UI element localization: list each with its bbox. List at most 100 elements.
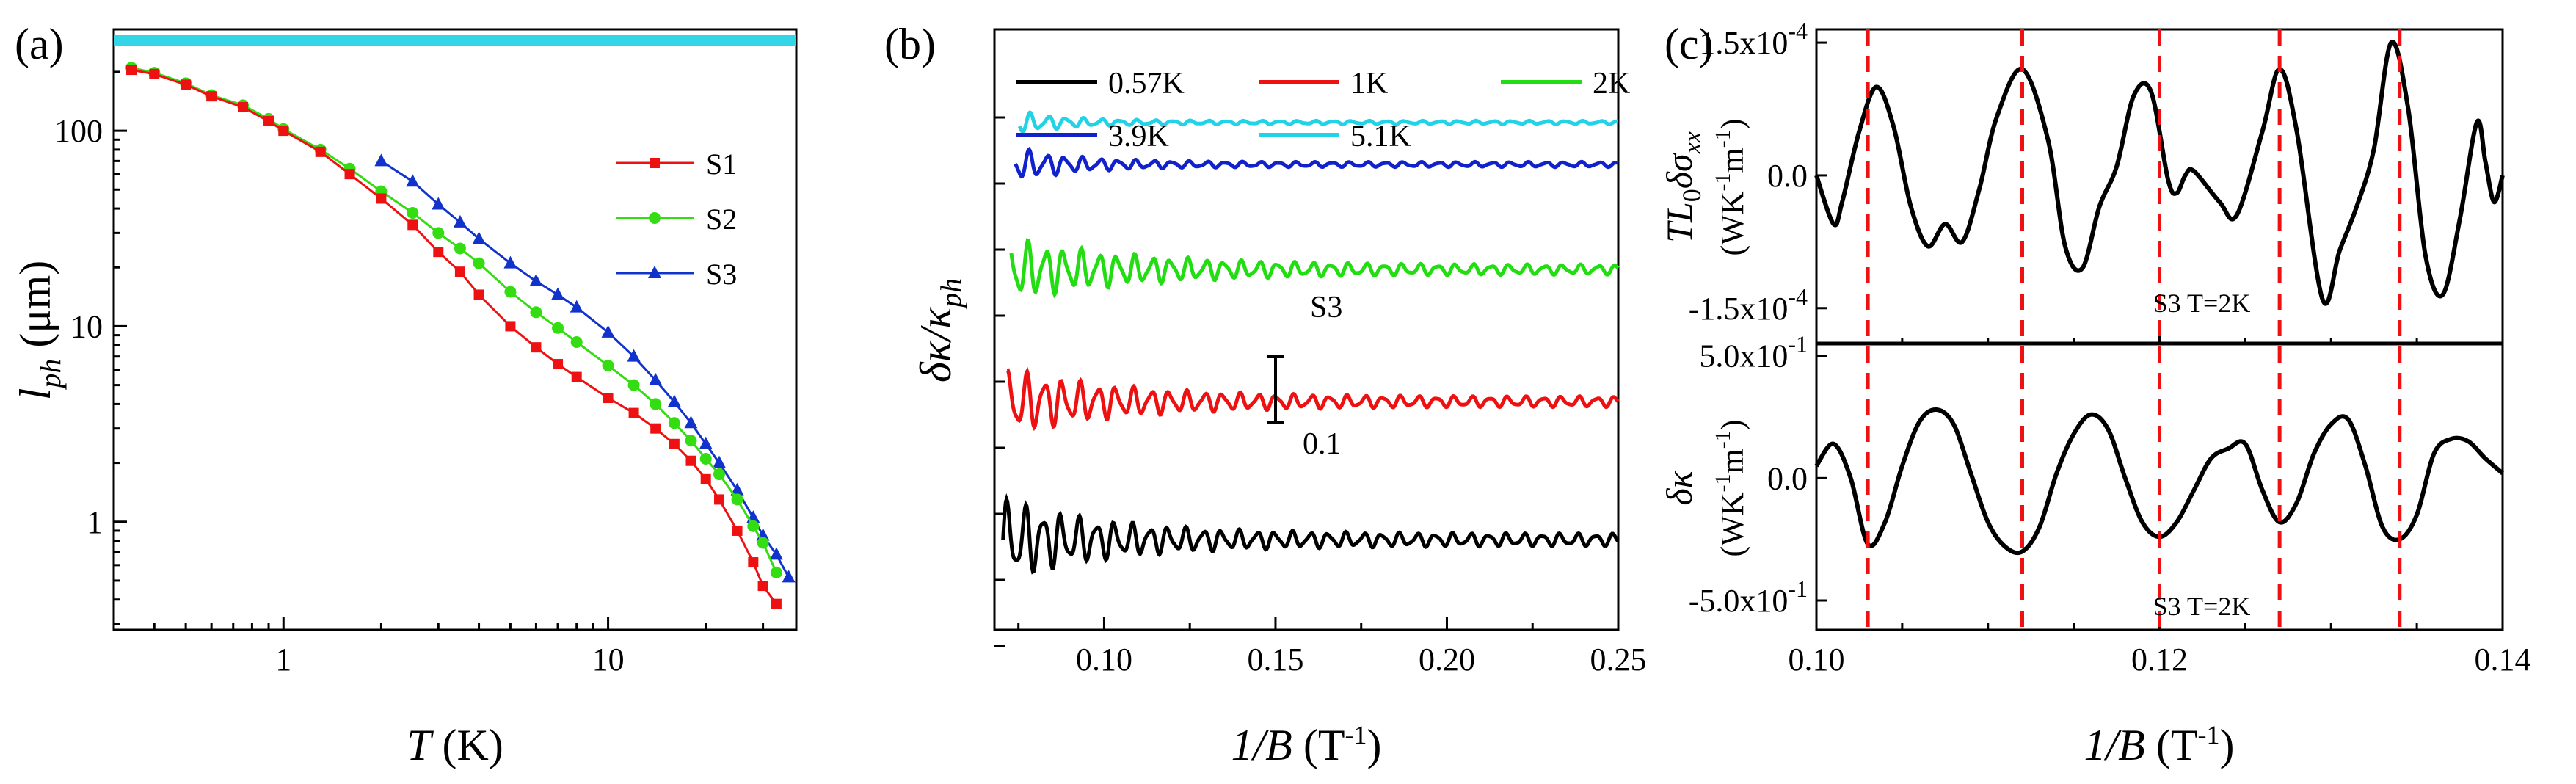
sample-annotation-c-top: S3 T=2K	[2153, 288, 2251, 318]
y-unit-label-c-top: (WK-1m-1)	[1711, 119, 1750, 256]
x-axis-label-a: T (K)	[407, 721, 503, 769]
panel-label-a: (a)	[15, 20, 64, 68]
data-point-s3	[472, 231, 486, 244]
curve-0-57k	[1001, 493, 1620, 575]
data-point-s1	[181, 79, 192, 90]
legend-label-3-9k: 3.9K	[1108, 120, 1169, 153]
data-point-s3	[529, 274, 543, 287]
data-point-s2	[473, 257, 485, 269]
series-line-s1	[131, 68, 778, 605]
y-tick-label-a: 100	[54, 113, 103, 149]
sample-annotation-b: S3	[1310, 291, 1342, 324]
data-point-s2	[770, 566, 782, 578]
data-point-s1	[433, 247, 444, 258]
y-tick-label-c-top: 1.5x10-4	[1699, 18, 1808, 61]
data-point-s1	[505, 321, 516, 332]
data-point-s3	[551, 287, 565, 300]
y-tick-label-a: 1	[87, 504, 103, 540]
data-point-s1	[685, 455, 696, 466]
panel-c: (c) 0.10 0.12 0.14 1/B (T-1) 1.5x10-4 0.0 -1.5x…	[1659, 18, 2531, 769]
data-point-s3	[699, 436, 713, 449]
data-point-s1	[376, 193, 387, 204]
data-point-s1	[407, 219, 418, 231]
legend-label-0-57k: 0.57K	[1108, 67, 1185, 101]
data-point-s3	[627, 349, 641, 362]
data-point-s2	[757, 537, 769, 549]
series-line-s2	[131, 66, 778, 573]
legend-label-2k: 2K	[1593, 67, 1630, 101]
data-point-s3	[374, 153, 388, 167]
scale-bar-label: 0.1	[1303, 427, 1342, 461]
data-point-s1	[748, 557, 759, 568]
data-point-s2	[602, 359, 614, 371]
data-point-s2	[504, 286, 517, 298]
data-point-s2	[650, 398, 662, 410]
data-point-s1	[278, 126, 289, 137]
x-tick-label-c: 0.10	[1789, 642, 1845, 678]
plot-frame-b	[993, 28, 1620, 631]
data-point-s2	[530, 306, 542, 319]
panel-label-c: (c)	[1664, 20, 1714, 68]
data-point-s1	[571, 371, 582, 382]
x-tick-label-c: 0.12	[2131, 642, 2188, 678]
y-axis-label-c-bottom: δκ	[1659, 470, 1700, 505]
data-point-s1	[473, 289, 484, 300]
data-point-s2	[747, 520, 760, 532]
panel-b: (b) 0.10 0.15 0.20 0.25 1/B (T-1) δκ/κph 0.57K 1…	[884, 20, 1647, 769]
data-point-s2	[570, 335, 583, 348]
legend-marker-s2	[649, 212, 661, 224]
data-point-s3	[667, 394, 681, 407]
legend-label-s1: S1	[706, 148, 737, 181]
y-unit-label-c-bottom: (WK-1m-1)	[1711, 420, 1750, 557]
data-point-s1	[315, 146, 326, 157]
data-point-s2	[454, 242, 466, 255]
data-point-s1	[714, 494, 725, 505]
data-point-s3	[570, 300, 583, 313]
data-point-s3	[649, 372, 663, 385]
x-axis-label-b: 1/B (T-1)	[1231, 720, 1382, 769]
y-tick-label-c-top: -1.5x10-4	[1689, 283, 1808, 327]
x-tick-label-b: 0.10	[1076, 642, 1132, 678]
y-tick-label-a: 10	[70, 308, 103, 344]
sample-annotation-c-bottom: S3 T=2K	[2153, 592, 2251, 621]
curve-2k	[1009, 238, 1620, 299]
legend-label-s2: S2	[706, 203, 737, 236]
data-point-s3	[453, 214, 467, 228]
data-point-s3	[406, 174, 420, 187]
data-point-s1	[603, 393, 614, 404]
data-point-s2	[552, 322, 564, 334]
x-axis-label-c: 1/B (T-1)	[2084, 720, 2235, 769]
data-point-s1	[553, 359, 564, 370]
data-point-s1	[149, 68, 160, 79]
data-point-s2	[668, 417, 680, 429]
data-point-s1	[771, 598, 782, 609]
y-tick-label-c-bottom: 5.0x10-1	[1699, 331, 1808, 374]
data-point-s3	[601, 324, 615, 338]
data-point-s1	[344, 169, 355, 180]
legend-label-1k: 1K	[1350, 67, 1388, 101]
data-point-s3	[769, 547, 783, 560]
x-tick-label-a: 1	[275, 642, 291, 678]
data-point-s3	[713, 455, 727, 468]
x-tick-label-b: 0.15	[1247, 642, 1303, 678]
panel-label-b: (b)	[884, 20, 936, 68]
data-point-s1	[650, 423, 661, 434]
data-point-s2	[699, 452, 712, 465]
plot-frame-a	[112, 28, 798, 631]
data-point-s2	[731, 493, 743, 506]
data-point-s3	[730, 482, 744, 496]
data-point-s1	[732, 525, 743, 536]
legend-marker-s1	[650, 158, 660, 168]
y-axis-label-a: lph (μm)	[11, 261, 67, 400]
y-axis-label-c-top: TL0δσxx	[1659, 131, 1706, 243]
x-tick-label-b: 0.20	[1419, 642, 1475, 678]
data-point-s2	[713, 468, 726, 481]
legend-label-5-1k: 5.1K	[1350, 120, 1411, 153]
curve-5-1k	[1017, 110, 1619, 134]
legend-label-s3: S3	[706, 258, 737, 291]
data-point-s1	[126, 65, 137, 76]
data-point-s1	[669, 438, 680, 449]
data-point-s1	[700, 473, 711, 484]
data-point-s2	[407, 207, 419, 219]
